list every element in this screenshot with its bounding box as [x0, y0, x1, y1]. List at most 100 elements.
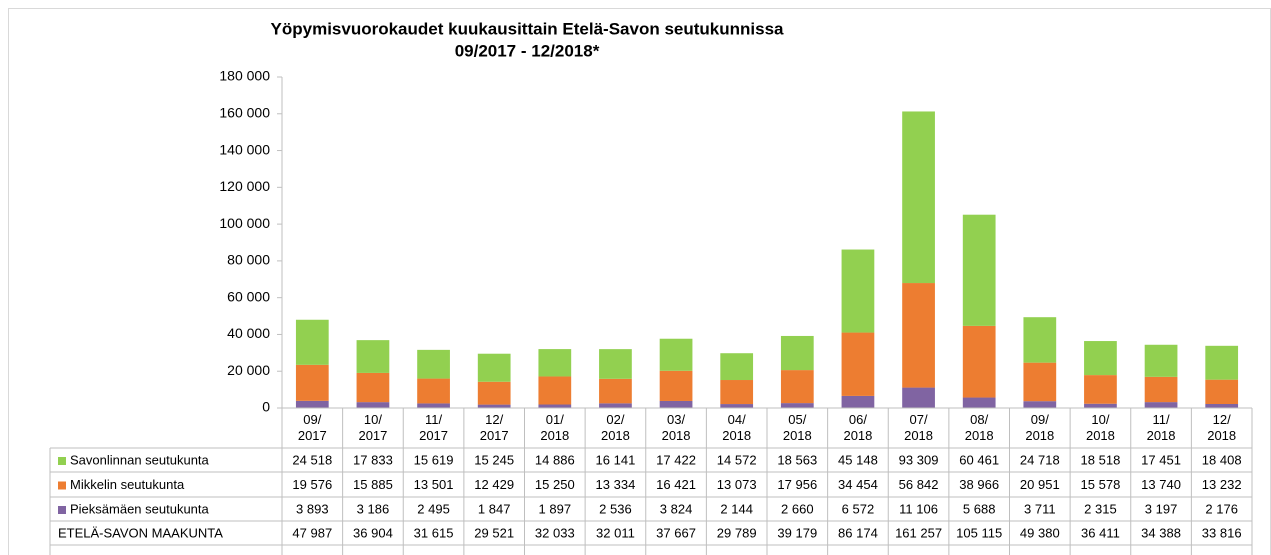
bar-segment	[659, 338, 693, 371]
bar-segment	[841, 249, 875, 333]
bar-segment	[295, 364, 329, 401]
table-value: 14 572	[717, 452, 757, 467]
x-tick-label: 11/ 2018	[1146, 412, 1176, 443]
x-tick-label: 02/ 2018	[600, 412, 630, 443]
table-value: 16 141	[596, 452, 636, 467]
table-value: 3 186	[357, 501, 390, 516]
table-value: 24 718	[1020, 452, 1060, 467]
table-value: 2 315	[1084, 501, 1117, 516]
table-value: 17 422	[656, 452, 696, 467]
table-value: 49 380	[1020, 525, 1060, 540]
bar-segment	[1023, 317, 1057, 363]
table-value: 34 454	[838, 477, 878, 492]
x-tick-label: 03/ 2018	[661, 412, 691, 443]
table-value: 34 388	[1141, 525, 1181, 540]
table-value: 161 257	[895, 525, 942, 540]
bar-segment	[1205, 379, 1239, 404]
bar-segment	[962, 397, 996, 408]
bar-segment	[841, 332, 875, 396]
bar-segment	[1144, 344, 1178, 377]
table-value: 60 461	[959, 452, 999, 467]
bar-segment	[356, 340, 390, 373]
table-value: 1 897	[539, 501, 572, 516]
bar-segment	[902, 111, 935, 284]
table-value: 17 833	[353, 452, 393, 467]
table-value: 24 518	[292, 452, 332, 467]
x-tick-label: 09/ 2017	[297, 412, 327, 443]
y-tick-label: 60 000	[227, 288, 270, 304]
bar-segment	[720, 404, 754, 408]
legend-label: Savonlinnan seutukunta	[70, 452, 210, 467]
bar-segment	[720, 353, 754, 381]
table-value: 15 578	[1081, 477, 1121, 492]
table-value: 38 966	[959, 477, 999, 492]
table-value: 12 429	[474, 477, 514, 492]
table-value: 2 176	[1205, 501, 1238, 516]
table-value: 2 660	[781, 501, 814, 516]
table-value: 13 334	[596, 477, 636, 492]
bar-segment	[780, 335, 814, 371]
bar-segment	[356, 372, 390, 403]
table-value: 32 011	[596, 525, 635, 540]
x-tick-label: 01/ 2018	[540, 412, 570, 443]
bar-segment	[477, 404, 511, 408]
table-value: 14 886	[535, 452, 575, 467]
table-value: 13 740	[1141, 477, 1181, 492]
legend-label: Pieksämäen seutukunta	[70, 501, 210, 516]
table-value: 3 893	[296, 501, 329, 516]
bar-segment	[780, 370, 814, 404]
bar-segment	[538, 349, 572, 377]
bar-segment	[1205, 403, 1239, 408]
x-tick-label: 09/ 2018	[1025, 412, 1055, 443]
x-tick-label: 08/ 2018	[964, 412, 994, 443]
table-value: 20 951	[1020, 477, 1060, 492]
table-value: 13 501	[414, 477, 454, 492]
x-tick-label: 10/ 2017	[358, 412, 388, 443]
table-value: 93 309	[899, 452, 939, 467]
bar-segment	[599, 378, 632, 404]
table-value: 86 174	[838, 525, 878, 540]
y-tick-label: 40 000	[227, 325, 270, 341]
table-value: 19 576	[292, 477, 332, 492]
table-value: 37 667	[656, 525, 696, 540]
table-value: 47 987	[292, 525, 332, 540]
chart-title: Yöpymisvuorokaudet kuukausittain Etelä-S…	[271, 19, 785, 38]
bar-segment	[599, 349, 632, 379]
table-value: 1 847	[478, 501, 511, 516]
bar-segment	[1084, 375, 1117, 404]
x-tick-label: 04/ 2018	[722, 412, 752, 443]
bar-segment	[780, 403, 814, 408]
y-tick-label: 20 000	[227, 362, 270, 378]
bar-segment	[599, 403, 632, 408]
x-tick-label: 10/ 2018	[1085, 412, 1115, 443]
bar-segment	[1084, 403, 1117, 408]
table-value: 2 144	[720, 501, 753, 516]
table-value: 56 842	[899, 477, 939, 492]
table-value: 29 521	[474, 525, 514, 540]
bar-segment	[841, 395, 875, 408]
table-value: 15 885	[353, 477, 393, 492]
bar-segment	[659, 400, 693, 408]
bar-segment	[1144, 402, 1178, 408]
table-value: 39 179	[777, 525, 817, 540]
bar-segment	[477, 353, 511, 382]
y-tick-label: 160 000	[219, 104, 270, 120]
table-value: 2 536	[599, 501, 632, 516]
table-value: 36 411	[1081, 525, 1120, 540]
bar-segment	[1144, 376, 1178, 403]
table-value: 6 572	[842, 501, 875, 516]
y-tick-label: 100 000	[219, 215, 270, 231]
legend-key	[58, 457, 66, 465]
table-value: 15 245	[474, 452, 514, 467]
bar-segment	[417, 378, 450, 404]
y-tick-label: 180 000	[219, 68, 270, 84]
bar-segment	[902, 283, 935, 388]
bar-segment	[356, 402, 390, 408]
bar-segment	[962, 325, 996, 398]
table-value: 36 904	[353, 525, 393, 540]
chart-subtitle: 09/2017 - 12/2018*	[455, 41, 600, 60]
table-value: 45 148	[838, 452, 878, 467]
y-tick-label: 140 000	[219, 141, 270, 157]
x-tick-label: 05/ 2018	[782, 412, 812, 443]
